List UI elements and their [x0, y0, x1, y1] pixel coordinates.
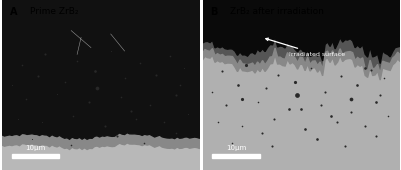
Text: Prime ZrB₂: Prime ZrB₂: [30, 7, 78, 16]
Text: B: B: [211, 7, 218, 17]
Polygon shape: [2, 0, 200, 139]
Text: A: A: [10, 7, 17, 17]
Text: 10μm: 10μm: [226, 145, 246, 151]
Polygon shape: [203, 48, 400, 80]
Polygon shape: [2, 133, 200, 149]
Bar: [12, 154, 59, 158]
Text: Irradiated surface: Irradiated surface: [266, 38, 346, 57]
Bar: [213, 154, 260, 158]
Text: ZrB₂ after irradiation: ZrB₂ after irradiation: [230, 7, 324, 16]
Text: 10μm: 10μm: [26, 145, 46, 151]
Polygon shape: [203, 37, 400, 73]
Polygon shape: [203, 0, 400, 64]
